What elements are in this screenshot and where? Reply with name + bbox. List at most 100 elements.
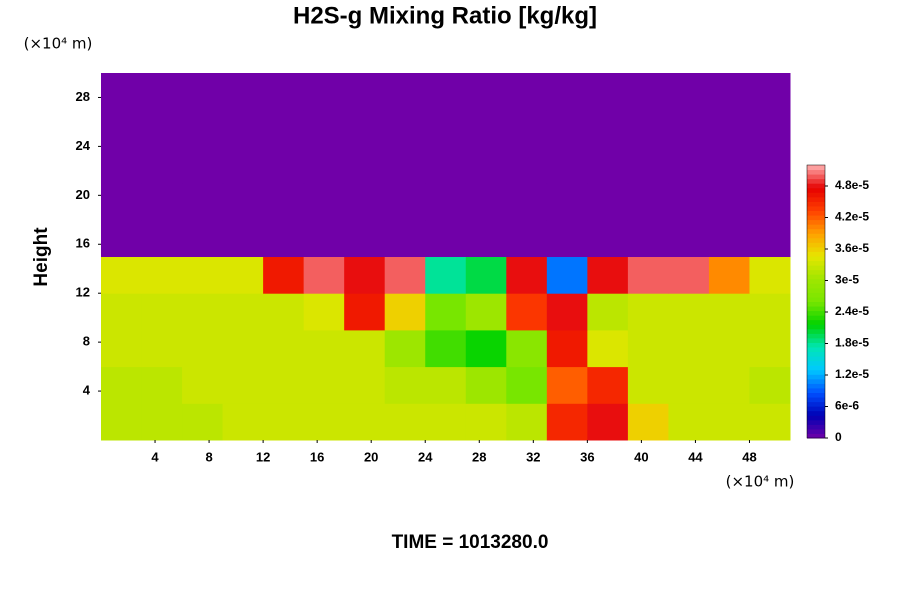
colorbar-band — [807, 401, 825, 407]
cell — [425, 109, 467, 147]
cell — [141, 293, 183, 331]
cell — [546, 256, 588, 294]
colorbar-band — [807, 392, 825, 398]
colorbar-band — [807, 287, 825, 293]
cell — [587, 403, 629, 441]
cell — [506, 329, 548, 368]
cell — [506, 403, 548, 441]
field — [101, 73, 791, 441]
cell — [384, 329, 426, 368]
cell — [222, 219, 264, 257]
cell — [303, 219, 345, 257]
cell — [506, 183, 548, 221]
cell — [141, 73, 183, 111]
y-tick-label: 24 — [76, 138, 91, 153]
cell — [749, 256, 791, 294]
colorbar-band — [807, 274, 825, 280]
cell — [506, 73, 548, 111]
x-tick-label: 28 — [472, 449, 486, 464]
colorbar-band — [807, 378, 825, 384]
x-tick-label: 16 — [310, 449, 324, 464]
cell — [222, 366, 264, 404]
colorbar-band — [807, 410, 825, 416]
colorbar-band — [807, 369, 825, 375]
cell — [708, 146, 750, 184]
colorbar-band — [807, 178, 825, 184]
y-tick-label: 8 — [83, 334, 90, 349]
colorbar-tick-label: 3.6e-5 — [835, 241, 869, 255]
cell — [546, 293, 588, 331]
cell — [749, 146, 791, 184]
x-tick-label: 32 — [526, 449, 540, 464]
cell — [708, 73, 750, 111]
colorbar-band — [807, 215, 825, 221]
colorbar-band — [807, 315, 825, 321]
cell — [668, 146, 710, 184]
cell — [222, 403, 264, 441]
cell — [465, 219, 507, 257]
colorbar-band — [807, 428, 825, 434]
x-unit: (×10⁴ m) — [726, 473, 795, 491]
colorbar-band — [807, 205, 825, 211]
x-tick-label: 12 — [256, 449, 270, 464]
cell — [101, 293, 143, 331]
x-tick-label: 24 — [418, 449, 433, 464]
cell — [425, 403, 467, 441]
cell — [668, 73, 710, 111]
cell — [344, 183, 386, 221]
cell — [182, 366, 224, 404]
cell — [263, 73, 305, 111]
cell — [668, 329, 710, 368]
cell — [182, 256, 224, 294]
cell — [587, 109, 629, 147]
cell — [344, 329, 386, 368]
colorbar-band — [807, 424, 825, 430]
cell — [384, 219, 426, 257]
colorbar-band — [807, 296, 825, 302]
colorbar-band — [807, 351, 825, 357]
cell — [141, 219, 183, 257]
cell — [263, 329, 305, 368]
colorbar-band — [807, 278, 825, 284]
colorbar-band — [807, 169, 825, 175]
cell — [344, 109, 386, 147]
colorbar-band — [807, 246, 825, 252]
colorbar-band — [807, 374, 825, 380]
cell — [465, 146, 507, 184]
colorbar-band — [807, 192, 825, 198]
cell — [465, 329, 507, 368]
cell — [668, 366, 710, 404]
cell — [708, 109, 750, 147]
cell — [384, 73, 426, 111]
cell — [344, 219, 386, 257]
colorbar-band — [807, 324, 825, 330]
cell — [101, 329, 143, 368]
y-tick-label: 28 — [76, 89, 90, 104]
y-unit: (×10⁴ m) — [24, 35, 93, 53]
cell — [587, 183, 629, 221]
cell — [627, 73, 669, 111]
colorbar-band — [807, 333, 825, 339]
cell — [708, 366, 750, 404]
cell — [587, 293, 629, 331]
colorbar-band — [807, 187, 825, 193]
colorbar-band — [807, 165, 825, 171]
cell — [141, 403, 183, 441]
cell — [182, 109, 224, 147]
cell — [546, 73, 588, 111]
cell — [587, 329, 629, 368]
cell — [141, 256, 183, 294]
cell — [101, 256, 143, 294]
colorbar-band — [807, 301, 825, 307]
colorbar-tick-label: 4.2e-5 — [835, 210, 869, 224]
cell — [627, 293, 669, 331]
y-axis-label: Height — [31, 227, 52, 287]
cell — [182, 73, 224, 111]
cell — [425, 219, 467, 257]
cell — [749, 73, 791, 111]
cell — [749, 183, 791, 221]
cell — [222, 256, 264, 294]
cell — [425, 73, 467, 111]
cell — [465, 256, 507, 294]
colorbar-band — [807, 360, 825, 366]
